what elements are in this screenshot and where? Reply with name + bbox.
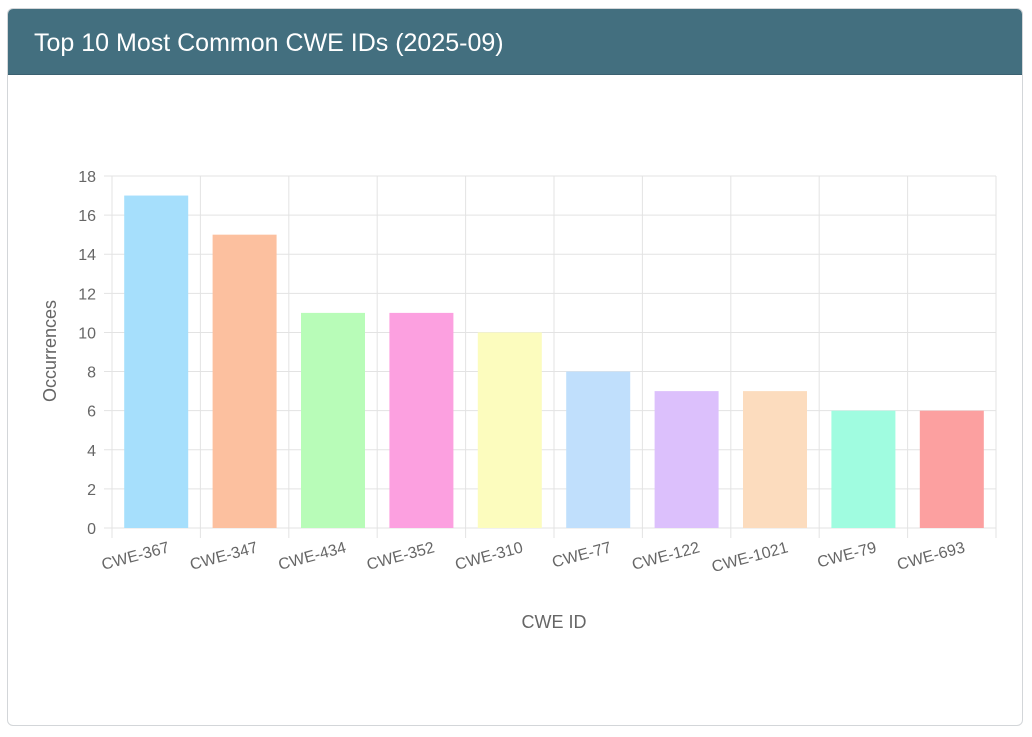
x-tick-label: CWE-122 [630,539,701,573]
bar-cwe-310[interactable]: CWE-310: 10 [477,332,542,528]
x-tick-label: CWE-347 [188,539,259,573]
x-tick-label: CWE-310 [453,539,524,573]
y-axis-title: Occurrences [40,300,60,402]
y-tick-label: 10 [78,325,96,342]
y-tick-label: 4 [87,443,96,460]
x-tick-label: CWE-352 [365,539,436,573]
chart-title: Top 10 Most Common CWE IDs (2025-09) [34,29,504,57]
y-tick-label: 12 [78,286,96,303]
x-tick-label: CWE-79 [816,539,879,571]
bar-cwe-77[interactable]: CWE-77: 8 [566,371,631,528]
bar-cwe-434[interactable]: CWE-434: 11 [301,312,365,528]
x-tick-label: CWE-367 [100,539,171,573]
y-tick-label: 6 [87,404,96,421]
y-tick-label: 14 [78,247,96,264]
bar-cwe-122[interactable]: CWE-122: 7 [654,391,719,528]
y-tick-label: 18 [78,169,96,186]
x-axis-title: CWE ID [522,612,587,632]
y-tick-label: 0 [87,521,96,538]
bar-cwe-693[interactable]: CWE-693: 6 [919,410,984,528]
x-tick-label: CWE-1021 [710,539,790,576]
bar-cwe-347[interactable]: CWE-347: 15 [212,234,277,528]
bar-cwe-79[interactable]: CWE-79: 6 [831,410,896,528]
x-tick-label: CWE-77 [550,539,613,571]
y-tick-label: 2 [87,482,96,499]
y-tick-label: 8 [87,365,96,382]
y-tick-label: 16 [78,208,96,225]
x-tick-label: CWE-693 [895,539,966,573]
bar-cwe-1021[interactable]: CWE-1021: 7 [743,391,807,528]
card-header: Top 10 Most Common CWE IDs (2025-09) [8,9,1022,75]
bars-layer: CWE-367: 17 CWE-347: 15 CWE-434: 11 CWE-352… [124,195,984,529]
bar-cwe-352[interactable]: CWE-352: 11 [389,312,454,528]
bar-cwe-367[interactable]: CWE-367: 17 [124,195,189,529]
x-tick-label: CWE-434 [277,539,348,573]
